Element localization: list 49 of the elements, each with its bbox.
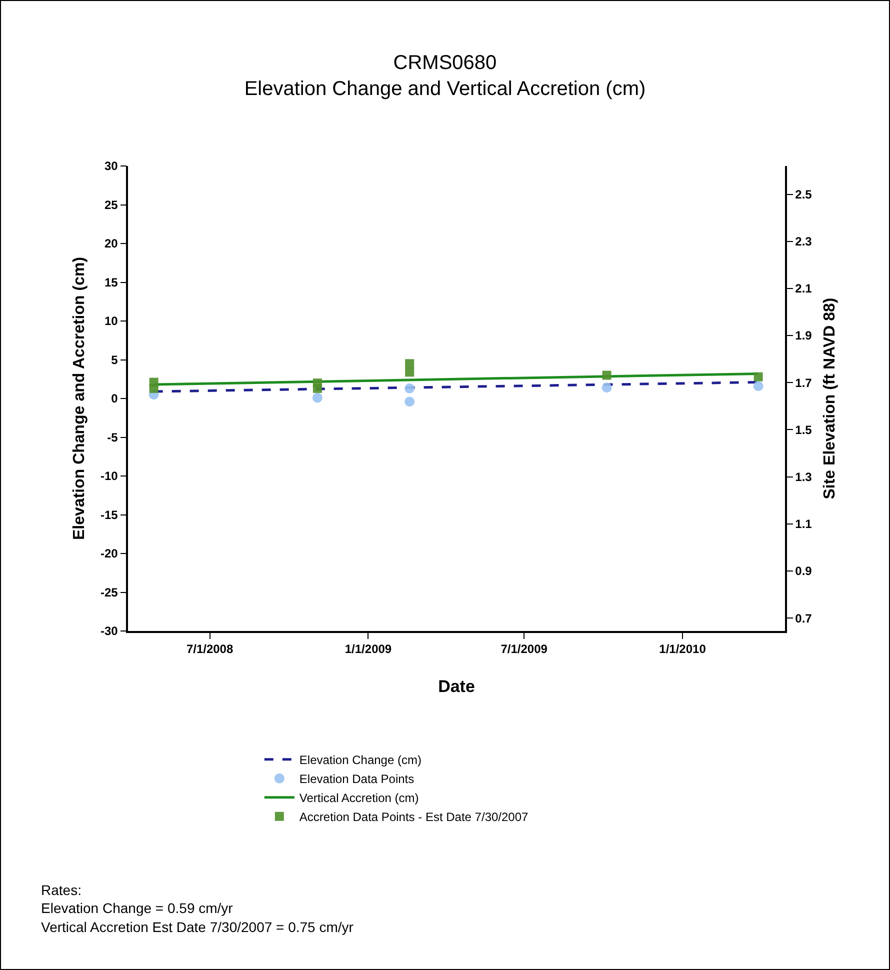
x-axis-title: Date [438, 677, 475, 696]
x-tick-label: 1/1/2010 [659, 642, 706, 656]
y2-tick-label: 2.5 [795, 187, 812, 202]
y-tick-label: -25 [100, 585, 118, 600]
legend-label: Vertical Accretion (cm) [299, 791, 419, 806]
y2-tick-label: 1.7 [795, 376, 812, 390]
y-tick-label: -10 [100, 469, 118, 484]
point [312, 392, 322, 403]
point [149, 384, 158, 393]
legend-label: Elevation Data Points [299, 772, 414, 786]
y-axis-title: Elevation Change and Accretion (cm) [70, 256, 88, 540]
y2-tick-label: 1.9 [795, 328, 812, 343]
y2-tick-label: 0.9 [795, 564, 812, 578]
text: Rates: [41, 882, 82, 898]
point [405, 368, 414, 377]
y-tick-label: -30 [100, 624, 118, 638]
point [404, 396, 415, 407]
x-tick-label: 7/1/2008 [186, 642, 234, 656]
y-tick-label: 15 [104, 275, 118, 290]
y2-tick-label: 2.3 [795, 234, 812, 249]
y2-tick-label: 0.7 [795, 611, 812, 626]
y-tick-label: -15 [100, 508, 118, 522]
y-tick-label: 10 [104, 314, 118, 328]
y-tick-label: 25 [104, 198, 118, 212]
y-tick-label: -20 [100, 546, 118, 561]
y-tick-label: 20 [104, 236, 118, 251]
y-tick-label: 30 [104, 159, 118, 174]
y2-axis-title: Site Elevation (ft NAVD 88) [821, 298, 838, 500]
y2-tick-label: 2.1 [795, 282, 812, 296]
x-tick-label: 7/1/2009 [500, 642, 548, 656]
text: Vertical Accretion Est Date 7/30/2007 = 0.75 cm/yr [41, 919, 354, 935]
y-tick-label: 0 [111, 392, 118, 406]
text: Elevation Change = 0.59 cm/yr [41, 900, 234, 916]
point [754, 372, 763, 382]
point [404, 383, 415, 394]
point [405, 359, 414, 368]
legend-label: Accretion Data Points - Est Date 7/30/2007 [299, 810, 529, 824]
point [602, 382, 612, 393]
legend-label: Elevation Change (cm) [299, 753, 422, 768]
y-tick-label: -5 [107, 430, 118, 444]
x-tick-label: 1/1/2009 [344, 642, 392, 656]
y2-tick-label: 1.5 [795, 422, 812, 437]
point [312, 384, 322, 393]
chart-title: CRMS0680 Elevation Change and Vertical Accretion (cm) [244, 52, 646, 100]
point [753, 381, 764, 392]
y2-tick-label: 1.1 [795, 517, 812, 532]
y-tick-label: 5 [111, 352, 118, 367]
point [602, 370, 612, 380]
y2-tick-label: 1.3 [795, 470, 812, 484]
